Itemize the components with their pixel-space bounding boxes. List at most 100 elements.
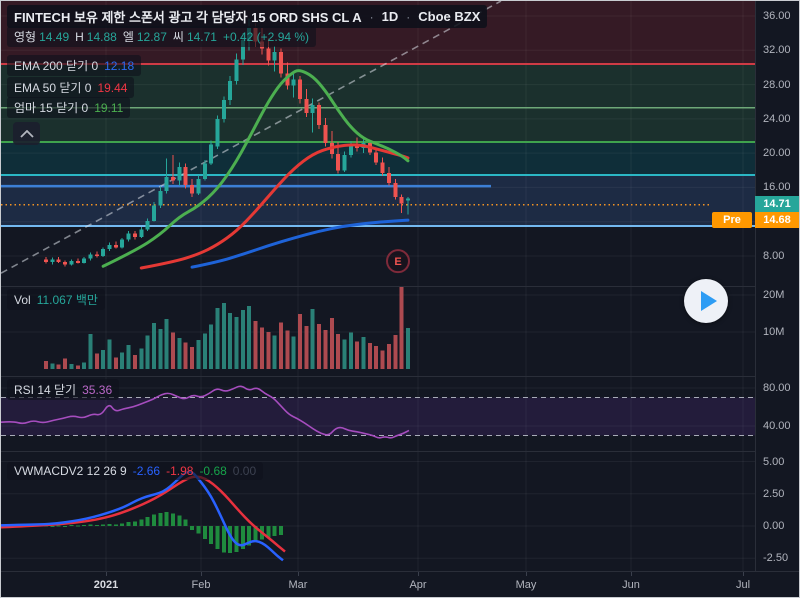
ema-lines (101, 69, 410, 270)
rsi-legend[interactable]: RSI 14 닫기 35.36 (7, 379, 120, 400)
candle-body (215, 118, 220, 147)
macd-histogram-bar (196, 526, 201, 534)
time-axis[interactable]: 2021 Feb Mar Apr May Jun Jul (1, 571, 799, 597)
time-tick (631, 572, 632, 576)
rsi-line[interactable] (1, 385, 410, 439)
volume-legend[interactable]: Vol 11.067 백만 (7, 289, 105, 310)
open-label: 영형 (14, 30, 37, 44)
legend-collapse-button[interactable] (13, 122, 40, 145)
play-button[interactable] (684, 279, 728, 323)
candle-body (177, 166, 182, 181)
change-value: +0.42 (+2.94 %) (222, 29, 310, 44)
volume-value: 11.067 백만 (36, 293, 98, 307)
volume-bar (132, 354, 137, 369)
price-tick-label: 2.50 (763, 487, 785, 500)
macd-histogram-bar (215, 526, 220, 550)
volume-bar (291, 336, 296, 369)
macd-legend[interactable]: VWMACDV2 12 26 9 -2.66 -1.98 -0.68 0.00 (7, 462, 264, 480)
candle-body (342, 154, 347, 171)
volume-bar (228, 312, 233, 369)
chevron-up-icon (19, 129, 34, 138)
macd-histogram-bar (82, 524, 87, 526)
ema15-legend[interactable]: 엄마 15 닫기 0 19.11 (7, 97, 131, 118)
symbol-legend[interactable]: FINTECH 보유 제한 스폰서 광고 각 담당자 15 ORD SHS CL… (7, 5, 488, 28)
macd-histogram-bar (88, 524, 93, 526)
price-tick-label: 8.00 (763, 249, 785, 262)
candle-body (393, 183, 398, 197)
volume-bar (393, 334, 398, 369)
volume-bar (399, 285, 404, 369)
time-tick (106, 572, 107, 576)
trendline[interactable] (1, 1, 502, 274)
price-tick-label: -2.50 (763, 552, 789, 565)
ema15-value: 19.11 (94, 100, 124, 115)
volume-bar (75, 365, 80, 369)
volume-bar (336, 334, 341, 369)
volume-bar (266, 332, 271, 369)
ema50-line[interactable] (139, 143, 410, 270)
candle-body (158, 190, 163, 206)
low-value: 12.87 (136, 29, 167, 44)
time-tick-label: Feb (191, 579, 211, 591)
volume-bar (386, 343, 391, 369)
volume-bar (298, 314, 302, 369)
volume-bar (82, 362, 87, 369)
pane-separators (1, 286, 755, 452)
price-tick-label: 5.00 (763, 455, 785, 468)
macd-histogram-bar (101, 524, 106, 526)
candle-body (374, 152, 379, 163)
symbol-title: FINTECH 보유 제한 스폰서 광고 각 담당자 15 ORD SHS CL… (14, 10, 362, 25)
price-tick-label: 0.00 (763, 520, 785, 532)
candle-body (221, 99, 226, 119)
volume-bar (101, 349, 106, 369)
candle-body (386, 172, 391, 184)
candle-body (120, 239, 125, 248)
price-tick-label: 16.00 (763, 181, 791, 194)
candle-body (63, 261, 68, 265)
candle-body (209, 144, 214, 164)
volume-bar (272, 335, 277, 369)
ema200-value: 12.18 (104, 58, 135, 73)
candle-body (310, 105, 315, 113)
price-zone (1, 174, 755, 226)
premarket-price-badge: 14.68 (755, 212, 799, 229)
macd-histogram-bar (139, 519, 144, 526)
candle-body (272, 51, 277, 61)
ema15-line[interactable] (101, 69, 410, 268)
price-tick-label: 24.00 (763, 112, 791, 125)
candle-body (145, 220, 150, 230)
price-tick-label: 80.00 (763, 382, 791, 394)
macd-histogram-bar (202, 526, 207, 539)
interval-label[interactable]: 1D (381, 9, 399, 24)
price-tick-label: 40.00 (763, 420, 791, 432)
volume-bar (234, 317, 239, 369)
volume-bar (361, 337, 366, 369)
volume-bar (329, 317, 334, 369)
volume-bar (317, 323, 322, 369)
candle-body (132, 233, 137, 238)
macd-histogram-bar (69, 525, 74, 527)
volume-bar (196, 340, 201, 369)
macd-histogram-bar (183, 519, 188, 526)
price-axis[interactable]: 36.0032.0028.0024.0020.0016.0012.008.002… (755, 1, 799, 571)
candle-body (240, 39, 245, 60)
macd-histogram-bar (113, 524, 118, 526)
earnings-marker[interactable] (386, 249, 410, 274)
ema200-line[interactable] (190, 218, 410, 269)
rsi-label: RSI 14 닫기 (14, 383, 77, 397)
ohlc-legend: 영형 14.49 H 14.88 엘 12.87 씨 14.71 +0.42 (… (7, 26, 317, 47)
time-tick (418, 572, 419, 576)
volume-bar (139, 348, 144, 369)
candle-body (196, 178, 201, 194)
time-tick (526, 572, 527, 576)
volume-bar (310, 309, 315, 369)
volume-bar (215, 307, 220, 369)
ema200-legend[interactable]: EMA 200 닫기 0 12.18 (7, 55, 142, 76)
price-tick-label: 28.00 (763, 78, 791, 91)
volume-bar (221, 303, 226, 369)
ema50-legend[interactable]: EMA 50 닫기 0 19.44 (7, 77, 135, 98)
low-label: 엘 (122, 30, 134, 44)
volume-bar (56, 364, 61, 369)
macd-line[interactable] (1, 470, 284, 562)
candle-body (50, 259, 55, 262)
